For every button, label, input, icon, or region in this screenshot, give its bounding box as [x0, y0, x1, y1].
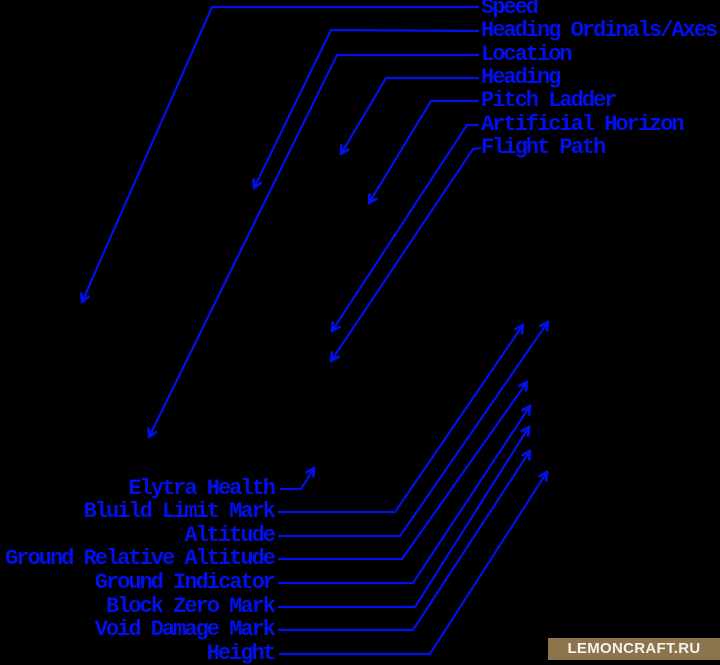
annotation-label-elytra-health: Elytra Health — [128, 476, 276, 501]
arrow-speed — [82, 5, 479, 302]
arrow-elytra-health — [280, 468, 314, 491]
annotation-label-location: Location — [481, 42, 573, 67]
arrow-ground-relative-altitude — [278, 382, 527, 561]
arrow-flight-path — [331, 146, 482, 361]
arrow-bluild-limit-mark — [278, 325, 523, 514]
arrow-heading-ordinals-axes — [254, 28, 480, 188]
lemoncraft-watermark-badge: LEMONCRAFT.RU — [548, 638, 720, 660]
arrow-pitch-ladder — [369, 99, 479, 203]
annotation-label-pitch-ladder: Pitch Ladder — [481, 88, 617, 113]
arrow-location — [149, 53, 479, 437]
annotation-label-altitude: Altitude — [184, 523, 276, 548]
annotation-label-void-damage-mark: Void Damage Mark — [94, 617, 276, 642]
arrow-heading — [341, 76, 479, 154]
arrow-void-damage-mark — [278, 451, 530, 632]
arrow-altitude — [278, 322, 548, 538]
annotation-label-ground-indicator: Ground Indicator — [94, 570, 276, 595]
arrow-artificial-horizon — [332, 123, 479, 331]
annotation-label-heading-ordinals-axes: Heading Ordinals/Axes — [481, 18, 718, 43]
annotation-label-heading: Heading — [481, 65, 561, 90]
annotation-label-flight-path: Flight Path — [481, 135, 606, 160]
arrow-height — [279, 472, 547, 656]
annotation-label-bluild-limit-mark: Bluild Limit Mark — [83, 499, 276, 524]
annotation-label-artificial-horizon: Artificial Horizon — [481, 112, 685, 137]
annotation-label-ground-relative-altitude: Ground Relative Altitude — [5, 546, 276, 571]
arrow-block-zero-mark — [278, 427, 529, 609]
annotation-label-speed: Speed — [481, 0, 539, 20]
arrow-ground-indicator — [278, 406, 530, 585]
annotation-label-block-zero-mark: Block Zero Mark — [105, 594, 276, 619]
annotation-label-height: Height — [206, 641, 276, 665]
